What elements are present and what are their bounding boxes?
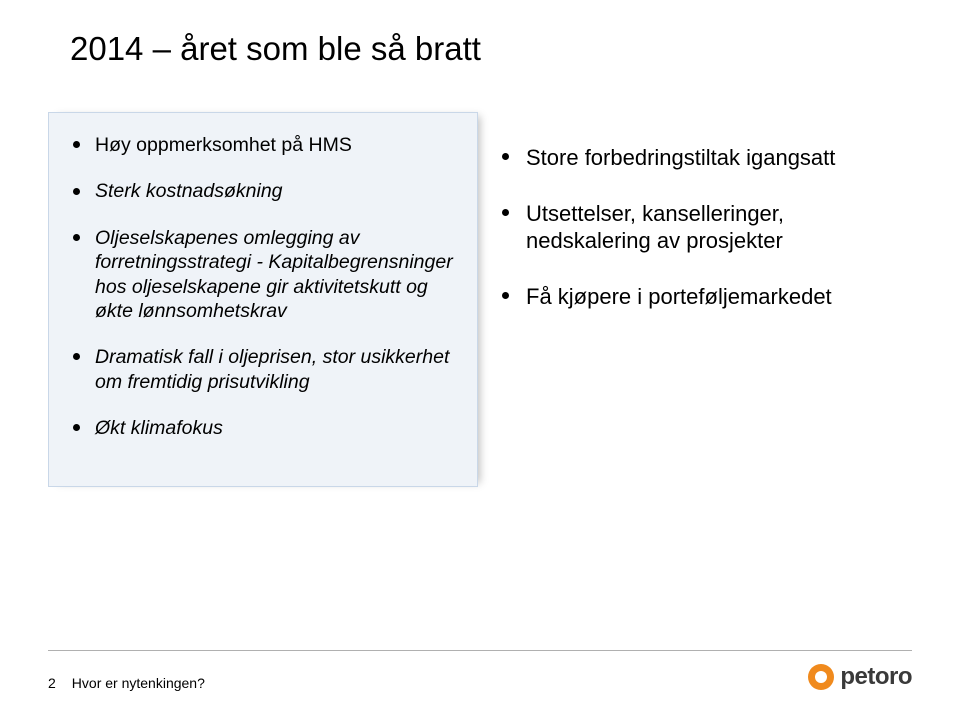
logo: petoro (808, 663, 912, 691)
footer-left: 2 Hvor er nytenkingen? (48, 675, 205, 691)
footer-rule (48, 650, 912, 651)
logo-text: petoro (840, 663, 912, 691)
list-item: Utsettelser, kanselleringer, nedskalerin… (502, 200, 912, 255)
list-item: Sterk kostnadsøkning (73, 179, 453, 203)
left-panel: Høy oppmerksomhet på HMS Sterk kostnadsø… (48, 112, 478, 487)
list-item: Dramatisk fall i oljeprisen, stor usikke… (73, 345, 453, 394)
footer: 2 Hvor er nytenkingen? petoro (0, 663, 960, 691)
logo-icon (808, 664, 834, 690)
slide: 2014 – året som ble så bratt Høy oppmerk… (0, 0, 960, 721)
left-list: Høy oppmerksomhet på HMS Sterk kostnadsø… (73, 133, 453, 440)
list-item: Økt klimafokus (73, 416, 453, 440)
list-item: Høy oppmerksomhet på HMS (73, 133, 453, 157)
list-item: Få kjøpere i porteføljemarkedet (502, 283, 912, 311)
list-item: Store forbedringstiltak igangsatt (502, 144, 912, 172)
right-panel: Store forbedringstiltak igangsatt Utsett… (502, 112, 912, 487)
footer-caption: Hvor er nytenkingen? (72, 675, 205, 691)
page-title: 2014 – året som ble så bratt (70, 30, 912, 68)
list-item: Oljeselskapenes omlegging av forretnings… (73, 226, 453, 324)
page-number: 2 (48, 675, 56, 691)
columns: Høy oppmerksomhet på HMS Sterk kostnadsø… (48, 112, 912, 487)
right-list: Store forbedringstiltak igangsatt Utsett… (502, 144, 912, 310)
